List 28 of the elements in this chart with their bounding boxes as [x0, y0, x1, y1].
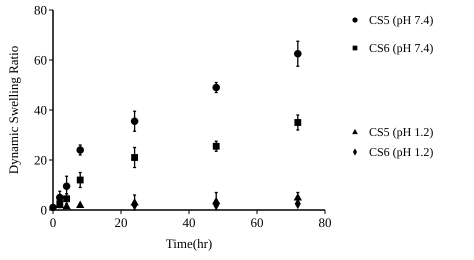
legend-label: CS6 (pH 7.4) [369, 41, 434, 56]
x-tick-label: 80 [318, 215, 332, 230]
point [130, 117, 138, 126]
point [131, 154, 138, 161]
x-tick-label: 60 [250, 215, 264, 230]
point [212, 142, 220, 150]
point [62, 182, 70, 190]
y-tick-label: 20 [34, 152, 47, 168]
point [76, 176, 84, 184]
point [62, 202, 71, 210]
y-tick-label: 80 [34, 2, 47, 18]
legend-label: CS6 (pH 1.2) [369, 145, 434, 160]
point [294, 50, 302, 58]
x-tick-label: 0 [50, 215, 56, 230]
y-tick-label: 0 [40, 202, 47, 218]
legend-label: CS5 (pH 1.2) [369, 125, 434, 140]
x-axis-title: Time(hr) [166, 236, 212, 251]
point [212, 84, 220, 92]
x-tick-label: 20 [114, 215, 128, 230]
x-tick-label: 40 [182, 215, 196, 230]
legend-label: CS5 (pH 7.4) [369, 13, 434, 28]
y-axis-title: Dynamic Swelling Ratio [6, 46, 21, 174]
point [76, 200, 84, 208]
y-tick-label: 40 [34, 102, 47, 118]
y-tick-label: 60 [34, 52, 47, 68]
point [294, 119, 302, 126]
point [76, 146, 84, 154]
point [294, 192, 302, 201]
